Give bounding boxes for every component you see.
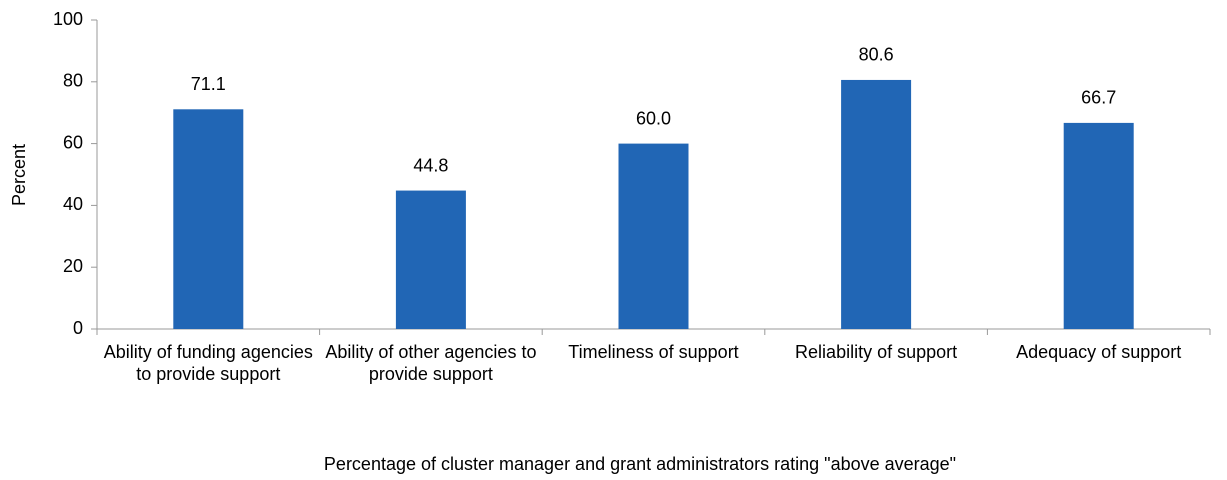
x-tick-label: Adequacy of support [1016, 342, 1182, 362]
x-tick-label-box: Timeliness of support [568, 342, 739, 362]
value-label: 80.6 [859, 45, 894, 65]
bar [841, 79, 912, 329]
value-label: 60.0 [636, 108, 671, 128]
x-tick-label: Reliability of support [795, 342, 958, 362]
x-tick-label-box: Ability of funding agencies to provide s… [103, 342, 313, 384]
bar [173, 109, 244, 330]
bar [395, 190, 466, 329]
y-tick-label: 100 [53, 9, 83, 29]
value-label: 66.7 [1081, 88, 1116, 108]
x-tick-label-box: Ability of other agencies to provide sup… [325, 342, 537, 384]
x-tick-label-box: Reliability of support [795, 342, 958, 362]
y-tick-label: 20 [63, 256, 83, 276]
bar [618, 143, 689, 329]
value-label: 71.1 [191, 74, 226, 94]
x-tick-label: Ability of other agencies to provide sup… [325, 342, 537, 384]
x-tick-label: Timeliness of support [568, 342, 739, 362]
y-tick-label: 80 [63, 71, 83, 91]
x-axis-title: Percentage of cluster manager and grant … [324, 454, 956, 474]
y-tick-label: 60 [63, 132, 83, 152]
x-tick-label-box: Adequacy of support [1016, 342, 1182, 362]
y-tick-label: 0 [73, 318, 83, 338]
y-axis-title: Percent [9, 144, 29, 206]
x-tick-label: Ability of funding agencies to provide s… [103, 342, 313, 384]
bar [1063, 122, 1134, 329]
y-tick-label: 40 [63, 194, 83, 214]
value-label: 44.8 [413, 155, 448, 175]
